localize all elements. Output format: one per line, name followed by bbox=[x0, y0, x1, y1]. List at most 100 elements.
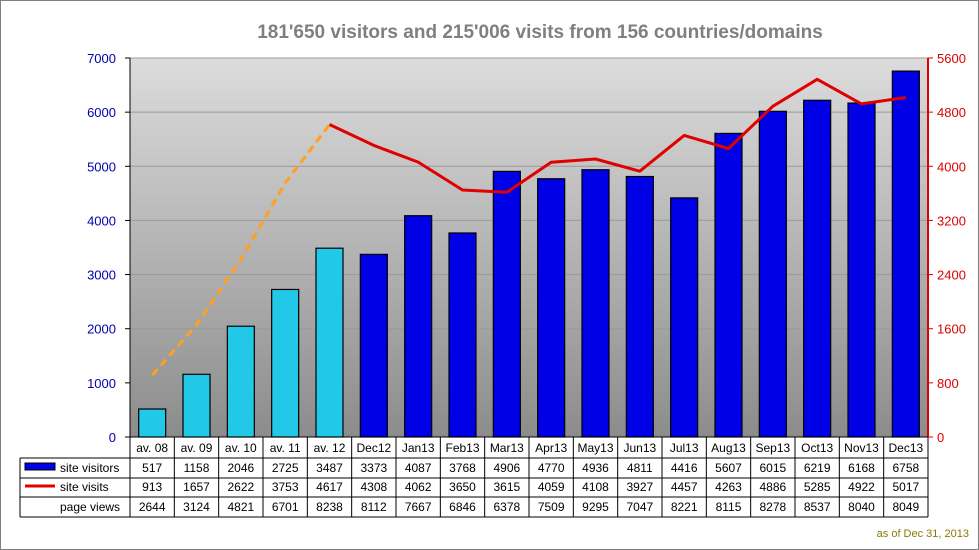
table-cell-site-visitors: 3373 bbox=[360, 461, 387, 475]
right-axis-tick-label: 1600 bbox=[937, 322, 966, 337]
table-cell-site-visits: 2622 bbox=[227, 480, 254, 494]
table-cell-page-views: 8278 bbox=[759, 500, 786, 514]
table-cell-page-views: 7047 bbox=[626, 500, 653, 514]
table-cell-site-visits: 3650 bbox=[449, 480, 476, 494]
table-cell-page-views: 6846 bbox=[449, 500, 476, 514]
left-axis-tick-label: 0 bbox=[109, 430, 116, 445]
table-cell-site-visits: 4457 bbox=[671, 480, 698, 494]
table-cell-site-visitors: 3487 bbox=[316, 461, 343, 475]
table-cell-page-views: 8115 bbox=[716, 500, 742, 514]
table-cell-site-visitors: 6219 bbox=[804, 461, 831, 475]
table-cell-page-views: 3124 bbox=[183, 500, 210, 514]
bar-site-visitors bbox=[315, 247, 344, 438]
right-axis-tick-label: 4000 bbox=[937, 159, 966, 174]
table-cell-site-visits: 4059 bbox=[538, 480, 565, 494]
x-axis-category-label: Nov13 bbox=[844, 441, 879, 455]
x-axis-category-label: Oct13 bbox=[801, 441, 833, 455]
table-cell-site-visits: 4108 bbox=[582, 480, 609, 494]
line-site-visits bbox=[328, 77, 907, 194]
x-axis-category-label: Jun13 bbox=[623, 441, 656, 455]
table-cell-site-visits: 3753 bbox=[272, 480, 299, 494]
x-axis-category-label: av. 08 bbox=[136, 441, 168, 455]
table-cell-page-views: 9295 bbox=[582, 500, 609, 514]
table-cell-site-visitors: 6168 bbox=[848, 461, 875, 475]
bar-site-visitors bbox=[625, 175, 654, 438]
table-cell-site-visitors: 4811 bbox=[627, 461, 653, 475]
chart-title: 181'650 visitors and 215'006 visits from… bbox=[257, 22, 823, 43]
table-cell-site-visits: 913 bbox=[142, 480, 162, 494]
x-axis-category-label: Aug13 bbox=[711, 441, 746, 455]
table-cell-site-visits: 4922 bbox=[848, 480, 875, 494]
bar-site-visitors bbox=[271, 288, 300, 438]
x-axis-category-label: Jul13 bbox=[670, 441, 699, 455]
bar-site-visitors bbox=[359, 253, 388, 438]
x-axis-category-label: av. 12 bbox=[314, 441, 346, 455]
table-cell-page-views: 6378 bbox=[493, 500, 520, 514]
right-axis-tick-label: 800 bbox=[937, 376, 959, 391]
table-cell-site-visitors: 1158 bbox=[184, 461, 210, 475]
legend-key-site-visitors bbox=[24, 462, 56, 471]
table-cell-site-visitors: 2046 bbox=[227, 461, 254, 475]
table-cell-site-visitors: 6015 bbox=[759, 461, 786, 475]
bar-site-visitors bbox=[581, 169, 610, 438]
table-cell-site-visits: 5017 bbox=[892, 480, 919, 494]
table-cell-site-visits: 5285 bbox=[804, 480, 831, 494]
table-cell-site-visitors: 4770 bbox=[538, 461, 565, 475]
table-row-label-site-visits: site visits bbox=[60, 480, 109, 494]
x-axis-category-label: Sep13 bbox=[755, 441, 790, 455]
table-cell-page-views: 8049 bbox=[892, 500, 919, 514]
bar-site-visitors bbox=[537, 178, 566, 438]
right-axis-tick-label: 0 bbox=[937, 430, 944, 445]
bar-site-visitors bbox=[891, 70, 920, 438]
left-axis-tick-label: 1000 bbox=[87, 376, 116, 391]
bar-site-visitors bbox=[448, 232, 477, 438]
bar-site-visitors bbox=[404, 215, 433, 438]
left-axis-tick-label: 3000 bbox=[87, 268, 116, 283]
line-site-visits-dashed bbox=[151, 123, 331, 377]
x-axis-category-label: Dec12 bbox=[356, 441, 391, 455]
right-axis-tick-label: 3200 bbox=[937, 213, 966, 228]
table-row-label-site-visitors: site visitors bbox=[60, 461, 119, 475]
plot-area bbox=[130, 58, 928, 437]
left-axis-tick-label: 7000 bbox=[87, 51, 116, 66]
table-cell-site-visitors: 517 bbox=[142, 461, 162, 475]
x-axis-category-label: Mar13 bbox=[490, 441, 524, 455]
table-cell-site-visitors: 4087 bbox=[405, 461, 432, 475]
table-cell-site-visitors: 2725 bbox=[272, 461, 299, 475]
right-axis-tick-label: 5600 bbox=[937, 51, 966, 66]
x-axis-category-label: Dec13 bbox=[888, 441, 923, 455]
left-axis-tick-label: 5000 bbox=[87, 159, 116, 174]
table-cell-site-visits: 1657 bbox=[183, 480, 210, 494]
table-cell-site-visits: 4617 bbox=[316, 480, 343, 494]
table-cell-page-views: 6701 bbox=[272, 500, 299, 514]
table-row-label-page-views: page views bbox=[60, 500, 120, 514]
bar-site-visitors bbox=[182, 373, 211, 438]
right-axis-tick-label: 4800 bbox=[937, 105, 966, 120]
table-cell-site-visits: 3615 bbox=[493, 480, 520, 494]
table-cell-page-views: 8238 bbox=[316, 500, 343, 514]
left-axis-tick-label: 2000 bbox=[87, 322, 116, 337]
bar-site-visitors bbox=[803, 99, 832, 438]
bar-site-visitors bbox=[758, 110, 787, 438]
footnote: as of Dec 31, 2013 bbox=[876, 528, 969, 540]
right-axis-tick-label: 2400 bbox=[937, 268, 966, 283]
table-cell-site-visitors: 4936 bbox=[582, 461, 609, 475]
table-cell-page-views: 8112 bbox=[361, 500, 387, 514]
table-cell-site-visitors: 3768 bbox=[449, 461, 476, 475]
table-cell-page-views: 8221 bbox=[671, 500, 698, 514]
table-cell-site-visitors: 4906 bbox=[493, 461, 520, 475]
table-cell-page-views: 2644 bbox=[139, 500, 166, 514]
table-cell-page-views: 7667 bbox=[405, 500, 432, 514]
table-cell-site-visits: 4062 bbox=[405, 480, 432, 494]
table-cell-page-views: 7509 bbox=[538, 500, 565, 514]
table-cell-site-visitors: 6758 bbox=[892, 461, 919, 475]
x-axis-category-label: av. 09 bbox=[181, 441, 213, 455]
table-cell-site-visits: 4308 bbox=[360, 480, 387, 494]
bar-site-visitors bbox=[492, 170, 521, 438]
x-axis-category-label: Jan13 bbox=[402, 441, 435, 455]
x-axis-category-label: Apr13 bbox=[535, 441, 567, 455]
table-cell-page-views: 8040 bbox=[848, 500, 875, 514]
table-cell-page-views: 4821 bbox=[227, 500, 254, 514]
table-cell-site-visitors: 4416 bbox=[671, 461, 698, 475]
